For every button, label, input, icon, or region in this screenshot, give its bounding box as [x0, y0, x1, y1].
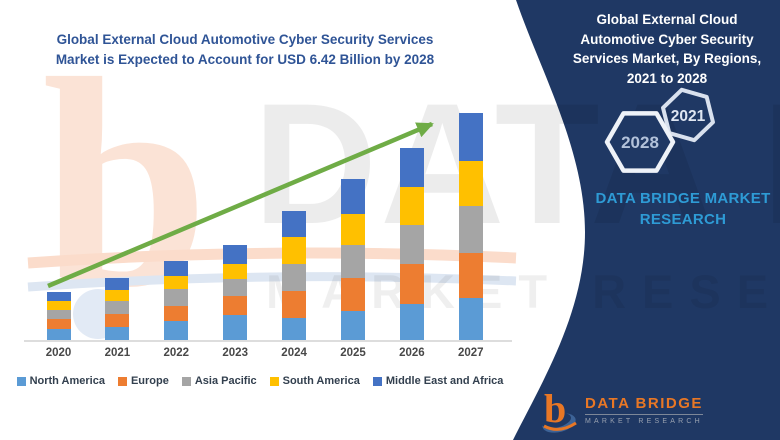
x-tick-2020: 2020 — [45, 347, 72, 359]
segment-2027-europe — [458, 252, 483, 298]
segment-2023-europe — [223, 296, 248, 316]
x-axis-line — [24, 340, 512, 342]
legend-label: North America — [29, 375, 105, 387]
segment-2024-north-america — [282, 318, 307, 341]
chart-title-line1: Global External Cloud Automotive Cyber S… — [56, 32, 434, 47]
x-tick-2024: 2024 — [281, 347, 307, 359]
segment-2026-europe — [399, 263, 424, 304]
legend-swatch — [372, 376, 382, 386]
segment-2025-north-america — [341, 310, 365, 341]
segment-2022-middle-east-and-africa — [164, 260, 189, 276]
legend-swatch — [181, 376, 191, 386]
segment-2027-north-america — [458, 297, 483, 341]
x-tick-2025: 2025 — [340, 347, 366, 359]
x-tick-2021: 2021 — [104, 347, 131, 359]
x-tick-2027: 2027 — [458, 347, 484, 359]
segment-2027-middle-east-and-africa — [458, 112, 483, 161]
segment-2021-south-america — [105, 290, 130, 302]
segment-2026-asia-pacific — [399, 224, 424, 264]
segment-2020-europe — [46, 318, 71, 329]
segment-2020-south-america — [46, 300, 71, 310]
segment-2024-south-america — [282, 236, 307, 264]
segment-2027-south-america — [458, 160, 483, 207]
segment-2023-middle-east-and-africa — [223, 245, 248, 265]
stacked-bar-2022 — [164, 260, 189, 341]
segment-2022-asia-pacific — [164, 288, 189, 306]
segment-2023-south-america — [223, 264, 248, 280]
x-tick-2022: 2022 — [163, 347, 190, 359]
legend-swatch — [16, 376, 26, 386]
legend-label: Europe — [130, 375, 169, 387]
segment-2021-middle-east-and-africa — [105, 278, 130, 291]
stacked-bar-2021 — [105, 278, 130, 341]
legend-item-asia-pacific: Asia Pacific — [181, 375, 257, 387]
segment-2026-north-america — [399, 303, 424, 341]
segment-2026-middle-east-and-africa — [399, 147, 424, 187]
chart-legend: North America Europe Asia Pacific South Ame… — [12, 375, 508, 387]
segment-2024-asia-pacific — [282, 263, 307, 291]
legend-swatch — [269, 376, 279, 386]
segment-2021-asia-pacific — [105, 301, 130, 315]
chart-title-line2: Market is Expected to Account for USD 6.… — [55, 52, 435, 67]
legend-label: South America — [282, 375, 360, 387]
stacked-bar-2026 — [399, 147, 424, 341]
stacked-bar-2024 — [282, 210, 307, 341]
segment-2021-europe — [105, 314, 130, 328]
legend-item-middle-east-and-africa: Middle East and Africa — [372, 375, 504, 387]
stacked-bar-2025 — [341, 178, 365, 341]
legend-item-north-america: North America — [16, 375, 105, 387]
segment-2023-north-america — [223, 315, 248, 341]
legend-label: Asia Pacific — [194, 375, 257, 387]
legend-item-europe: Europe — [117, 375, 169, 387]
segment-2025-europe — [341, 277, 365, 311]
stacked-bar-2027 — [458, 112, 483, 341]
segment-2020-north-america — [46, 328, 71, 341]
segment-2025-middle-east-and-africa — [341, 178, 365, 215]
segment-2023-asia-pacific — [223, 279, 248, 297]
stacked-bar-2023 — [223, 245, 248, 341]
legend-item-south-america: South America — [269, 375, 360, 387]
segment-2024-middle-east-and-africa — [282, 210, 307, 237]
segment-2022-south-america — [164, 275, 189, 289]
segment-2022-europe — [164, 305, 189, 321]
x-tick-2026: 2026 — [399, 347, 425, 359]
segment-2022-north-america — [164, 320, 189, 341]
legend-swatch — [117, 376, 127, 386]
segment-2024-europe — [282, 290, 307, 318]
chart-title: Global External Cloud Automotive Cyber S… — [26, 30, 464, 70]
x-tick-2023: 2023 — [222, 347, 248, 359]
segment-2027-asia-pacific — [458, 206, 483, 253]
segment-2025-asia-pacific — [341, 244, 365, 278]
legend-label: Middle East and Africa — [385, 375, 504, 387]
segment-2026-south-america — [399, 186, 424, 225]
stacked-bar-2020 — [46, 292, 71, 341]
segment-2020-middle-east-and-africa — [46, 292, 71, 301]
segment-2025-south-america — [341, 214, 365, 245]
segment-2020-asia-pacific — [46, 309, 71, 319]
segment-2021-north-america — [105, 327, 130, 341]
